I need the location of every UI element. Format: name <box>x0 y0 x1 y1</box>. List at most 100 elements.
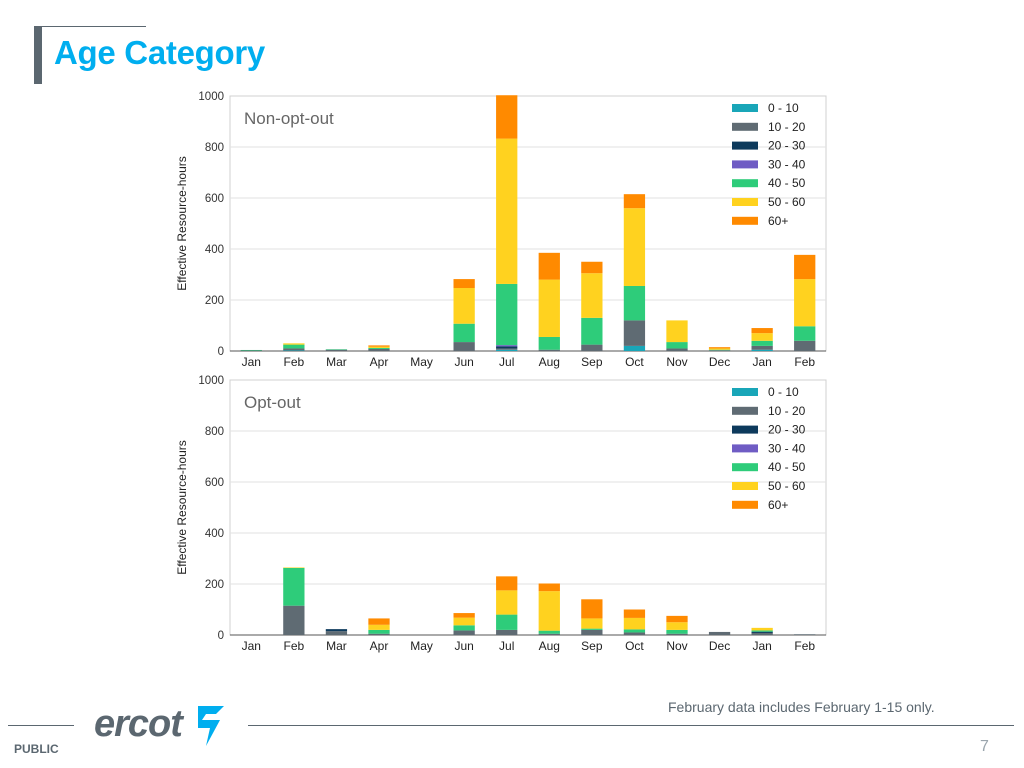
chart-opt-out: 0 200 400 600 800 1000 Effective Resource-hour… <box>172 368 832 658</box>
bar-jul-6-30-40 <box>496 345 518 347</box>
bar-feb-1-10-20 <box>283 605 305 635</box>
bar-sep-8-10-20 <box>581 629 603 635</box>
y-tick-label-1000: 1000 <box>198 375 224 387</box>
bar-sep-8-50-60 <box>581 273 603 318</box>
bar-dec-11-40-50 <box>708 349 731 351</box>
bar-oct-9-60 <box>623 194 646 209</box>
x-tick-label-11: Dec <box>709 639 730 653</box>
legend-label-60: 60+ <box>768 214 788 228</box>
x-tick-label-13: Feb <box>794 355 815 369</box>
legend-swatch-10-20 <box>732 406 758 415</box>
title-accent-bar <box>34 26 42 84</box>
y-tick-label-600: 600 <box>205 193 224 205</box>
legend-swatch-60 <box>732 500 758 509</box>
bar-apr-3-40-50 <box>368 347 390 349</box>
bar-jan-12-40-50 <box>751 630 773 632</box>
bar-jul-6-60 <box>496 576 518 591</box>
bar-oct-9-50-60 <box>623 208 646 286</box>
x-tick-label-10: Nov <box>666 639 687 653</box>
bar-jun-5-50-60 <box>453 288 475 324</box>
legend-label-40-50: 40 - 50 <box>768 460 806 474</box>
plot-area <box>229 379 827 636</box>
bar-jun-5-10-20 <box>453 630 475 635</box>
logo-bolt-icon <box>198 706 224 746</box>
y-tick-label-200: 200 <box>205 579 224 591</box>
y-tick-label-0: 0 <box>218 346 224 358</box>
x-tick-label-4: May <box>410 355 433 369</box>
bar-jan-12-10-20 <box>751 345 773 350</box>
bar-oct-9-40-50 <box>623 285 646 321</box>
bar-jun-5-10-20 <box>453 342 475 351</box>
footer-rule-left <box>8 725 74 726</box>
bar-feb-1-40-50 <box>283 344 305 349</box>
bar-jun-5-60 <box>453 613 475 618</box>
x-tick-label-2: Mar <box>326 639 347 653</box>
bar-aug-7-60 <box>538 583 560 592</box>
y-tick-label-800: 800 <box>205 426 224 438</box>
y-tick-label-400: 400 <box>205 528 224 540</box>
bar-jan-12-60 <box>751 328 773 334</box>
x-tick-label-12: Jan <box>752 639 771 653</box>
bar-dec-11-50-60 <box>708 348 731 350</box>
y-tick-label-400: 400 <box>205 244 224 256</box>
bar-jun-5-40-50 <box>453 625 475 631</box>
x-tick-label-3: Apr <box>370 639 389 653</box>
bar-nov-10-60 <box>666 615 688 623</box>
x-tick-label-6: Jul <box>499 355 514 369</box>
x-tick-label-12: Jan <box>752 355 771 369</box>
legend-swatch-10-20 <box>732 122 758 131</box>
bar-feb-1-40-50 <box>283 567 305 606</box>
legend-swatch-30-40 <box>732 160 758 169</box>
bar-feb-1-0-10 <box>283 350 305 351</box>
bar-feb-1-50-60 <box>283 567 305 568</box>
bar-apr-3-10-20 <box>368 348 390 351</box>
bar-nov-10-10-20 <box>666 633 688 635</box>
x-tick-label-9: Oct <box>625 355 644 369</box>
x-tick-label-13: Feb <box>794 639 815 653</box>
x-tick-label-11: Dec <box>709 355 730 369</box>
chart-svg: 0 200 400 600 800 1000 Effective Resource-hour… <box>175 375 827 653</box>
x-tick-label-6: Jul <box>499 639 514 653</box>
x-tick-label-7: Aug <box>539 639 560 653</box>
x-tick-label-9: Oct <box>625 639 644 653</box>
bar-oct-9-0-10 <box>623 345 646 351</box>
bar-sep-8-50-60 <box>581 618 603 629</box>
legend-swatch-60 <box>732 216 758 225</box>
legend-label-10-20: 10 - 20 <box>768 120 806 134</box>
bar-sep-8-60 <box>581 599 603 619</box>
legend-label-0-10: 0 - 10 <box>768 101 799 115</box>
x-tick-label-4: May <box>410 639 433 653</box>
legend-swatch-50-60 <box>732 198 758 206</box>
bar-feb-13-50-60 <box>794 279 816 327</box>
bar-feb-13-40-50 <box>794 326 816 341</box>
bar-jan-0-10-20 <box>240 350 262 351</box>
legend-swatch-20-30 <box>732 425 758 434</box>
bar-apr-3-60 <box>368 618 390 625</box>
bar-jun-5-60 <box>453 279 475 289</box>
bar-apr-3-40-50 <box>368 629 390 634</box>
plot-area <box>229 95 827 352</box>
x-tick-label-0: Jan <box>242 639 261 653</box>
bar-oct-9-50-60 <box>623 617 646 630</box>
bar-oct-9-10-20 <box>623 320 646 346</box>
footer-classification: PUBLIC <box>14 742 59 756</box>
chart-svg: 0 200 400 600 800 1000 Effective Resource-hour… <box>175 91 827 369</box>
bar-mar-2-10-20 <box>325 631 348 635</box>
x-tick-label-5: Jun <box>454 639 473 653</box>
bar-apr-3-50-60 <box>368 346 390 348</box>
bar-jan-12-10-20 <box>751 632 773 635</box>
y-tick-label-800: 800 <box>205 142 224 154</box>
panel-title: Opt-out <box>244 393 301 412</box>
bar-oct-9-10-20 <box>623 632 646 635</box>
bar-oct-9-60 <box>623 609 646 618</box>
y-tick-label-1000: 1000 <box>198 91 224 103</box>
bar-dec-11-10-20 <box>708 350 731 351</box>
bar-aug-7-10-20 <box>538 633 560 635</box>
x-tick-label-5: Jun <box>454 355 473 369</box>
bar-oct-9-40-50 <box>623 629 646 633</box>
bar-apr-3-60 <box>368 345 390 347</box>
chart-non-opt-out: 0 200 400 600 800 1000 Effective Resource-hour… <box>172 84 832 374</box>
legend-label-0-10: 0 - 10 <box>768 385 799 399</box>
legend-swatch-50-60 <box>732 482 758 490</box>
y-axis-label: Effective Resource-hours <box>175 156 189 291</box>
